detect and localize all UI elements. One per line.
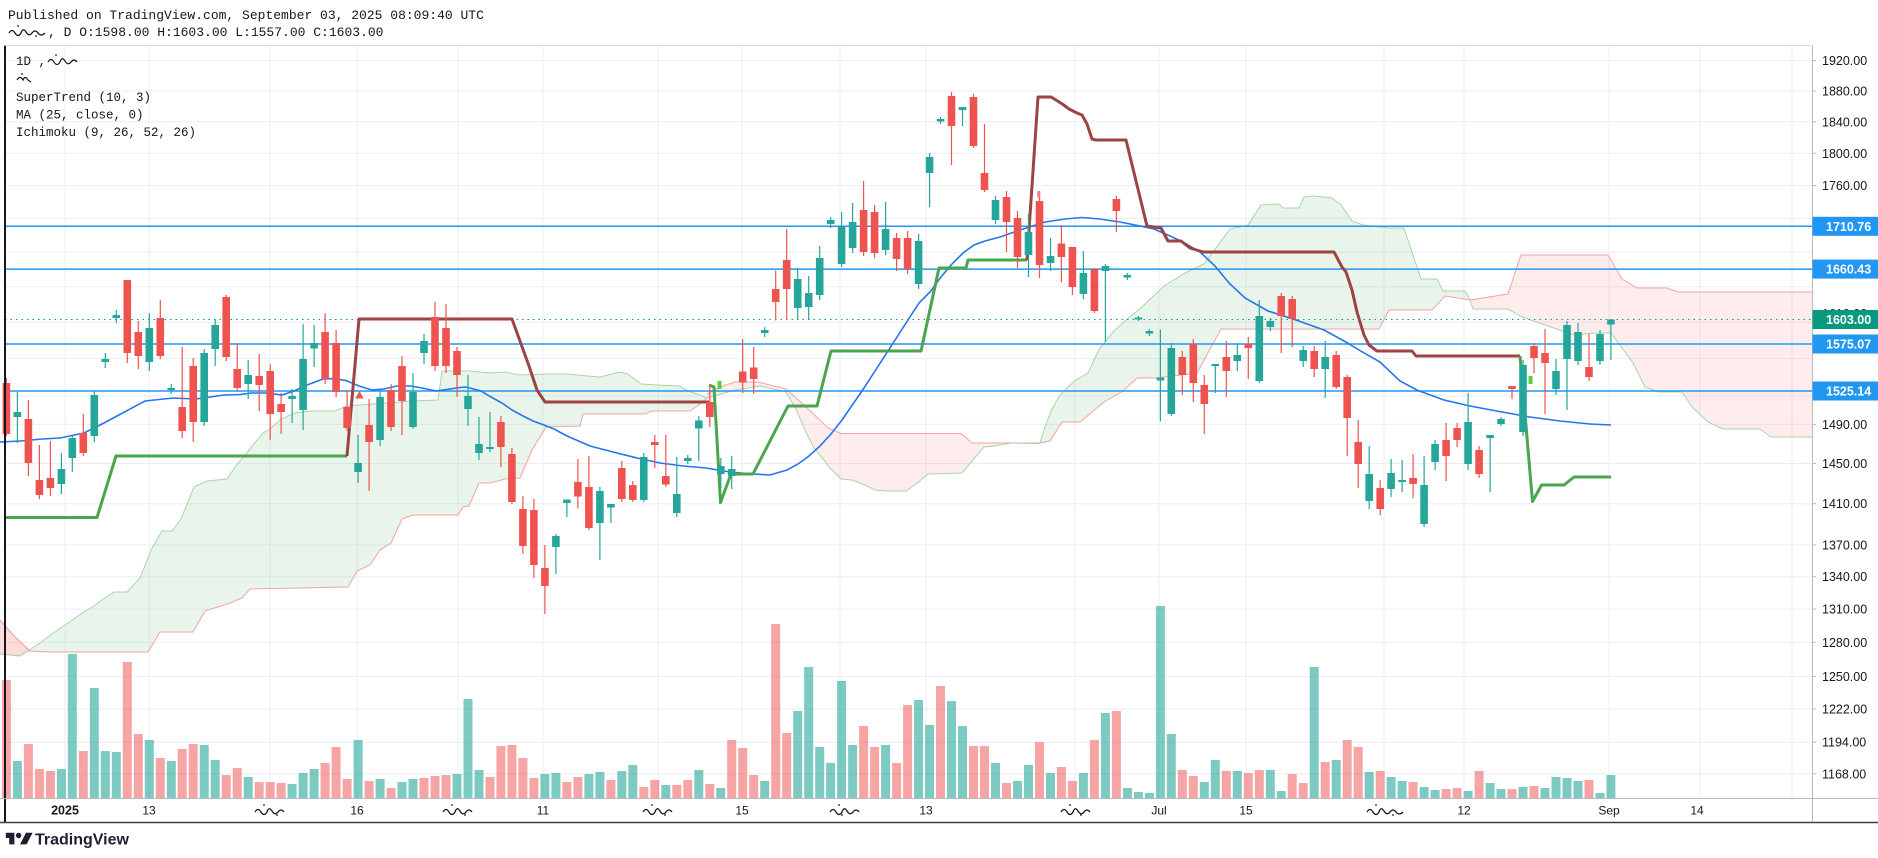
svg-text:1250.00: 1250.00 <box>1822 670 1867 684</box>
svg-text:1168.00: 1168.00 <box>1822 767 1866 781</box>
svg-text:13: 13 <box>919 804 933 818</box>
svg-text:1840.00: 1840.00 <box>1822 115 1867 129</box>
svg-text:14: 14 <box>1690 804 1704 818</box>
svg-text:MA (25, close, 0): MA (25, close, 0) <box>16 109 144 123</box>
svg-text:15: 15 <box>735 804 749 818</box>
svg-text:12: 12 <box>1457 804 1471 818</box>
svg-text:TradingView: TradingView <box>35 832 130 849</box>
svg-text:1D ,: 1D , <box>16 55 46 69</box>
svg-text:16: 16 <box>350 804 364 818</box>
svg-text:1450.00: 1450.00 <box>1822 457 1867 471</box>
svg-text:1660.43: 1660.43 <box>1826 263 1871 277</box>
svg-text:1710.76: 1710.76 <box>1826 220 1871 234</box>
svg-text:1410.00: 1410.00 <box>1822 497 1867 511</box>
svg-text:1194.00: 1194.00 <box>1822 736 1866 750</box>
svg-text:15: 15 <box>1239 804 1253 818</box>
svg-text:Jul: Jul <box>1151 804 1166 818</box>
svg-text:1880.00: 1880.00 <box>1822 84 1867 98</box>
svg-text:1575.07: 1575.07 <box>1826 338 1871 352</box>
svg-text:Published on TradingView.com,: Published on TradingView.com, September … <box>8 8 484 23</box>
svg-text:1370.00: 1370.00 <box>1822 538 1867 552</box>
svg-text:SuperTrend (10, 3): SuperTrend (10, 3) <box>16 91 151 105</box>
svg-text:Sep: Sep <box>1598 804 1620 818</box>
svg-text:, D O:1598.00 H:1603.00 L:1557: , D O:1598.00 H:1603.00 L:1557.00 C:1603… <box>48 25 383 40</box>
svg-text:11: 11 <box>537 804 550 818</box>
svg-text:1525.14: 1525.14 <box>1826 385 1871 399</box>
svg-text:1340.00: 1340.00 <box>1822 570 1867 584</box>
svg-text:1603.00: 1603.00 <box>1826 313 1871 327</box>
svg-text:1760.00: 1760.00 <box>1822 179 1867 193</box>
svg-text:1280.00: 1280.00 <box>1822 636 1867 650</box>
svg-text:1490.00: 1490.00 <box>1822 418 1867 432</box>
svg-text:13: 13 <box>142 804 156 818</box>
svg-text:2025: 2025 <box>51 804 79 818</box>
svg-text:1800.00: 1800.00 <box>1822 147 1867 161</box>
svg-text:1222.00: 1222.00 <box>1822 703 1867 717</box>
svg-text:1920.00: 1920.00 <box>1822 54 1867 68</box>
svg-text:Ichimoku (9, 26, 52, 26): Ichimoku (9, 26, 52, 26) <box>16 126 196 140</box>
svg-text:1310.00: 1310.00 <box>1822 603 1867 617</box>
